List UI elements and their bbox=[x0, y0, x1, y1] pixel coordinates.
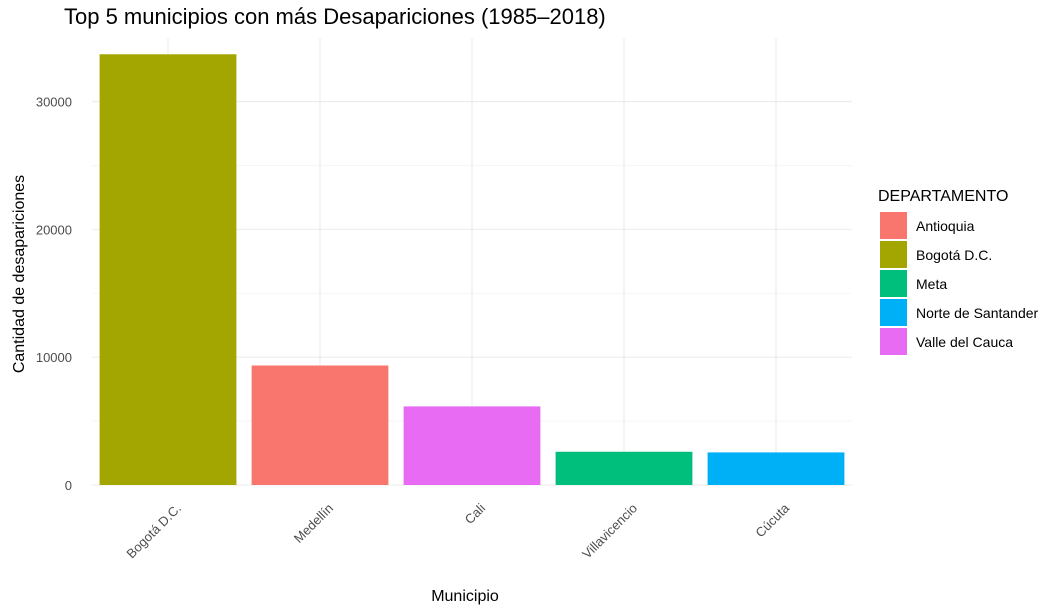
y-tick-label: 10000 bbox=[36, 350, 72, 365]
legend-label: Meta bbox=[916, 276, 947, 292]
bar-3 bbox=[403, 406, 541, 485]
x-tick-label: Cúcuta bbox=[752, 500, 792, 540]
legend-label: Valle del Cauca bbox=[916, 334, 1013, 350]
x-tick-label: Bogotá D.C. bbox=[123, 501, 184, 562]
legend-label: Bogotá D.C. bbox=[916, 247, 992, 263]
legend-label: Antioquia bbox=[916, 218, 975, 234]
x-tick-label: Villavicencio bbox=[579, 501, 640, 562]
x-tick-label: Cali bbox=[462, 500, 489, 527]
legend-swatch bbox=[880, 241, 907, 268]
legend: DEPARTAMENTO Antioquia Bogotá D.C. Meta Nor… bbox=[878, 188, 1039, 355]
legend-swatch bbox=[880, 299, 907, 326]
legend-swatch bbox=[880, 270, 907, 297]
y-axis-ticks: 0 10000 20000 30000 bbox=[36, 95, 72, 493]
bar-5 bbox=[707, 452, 845, 485]
x-tick-label: Medellín bbox=[291, 501, 336, 546]
legend-title: DEPARTAMENTO bbox=[878, 188, 1008, 205]
bar-1 bbox=[99, 54, 237, 485]
y-axis-title: Cantidad de desapariciones bbox=[11, 175, 28, 373]
bar-2 bbox=[251, 365, 389, 485]
legend-swatch bbox=[880, 328, 907, 355]
chart-title: Top 5 municipios con más Desapariciones … bbox=[64, 4, 606, 29]
legend-swatch bbox=[880, 212, 907, 239]
y-tick-label: 30000 bbox=[36, 95, 72, 110]
x-axis-title: Municipio bbox=[431, 588, 499, 605]
bar-4 bbox=[555, 451, 693, 485]
y-tick-label: 20000 bbox=[36, 222, 72, 237]
legend-label: Norte de Santander bbox=[916, 305, 1039, 321]
x-axis-ticks: Bogotá D.C. Medellín Cali Villavicencio Cúcu… bbox=[123, 500, 792, 562]
y-tick-label: 0 bbox=[65, 478, 72, 493]
bars bbox=[99, 54, 845, 485]
